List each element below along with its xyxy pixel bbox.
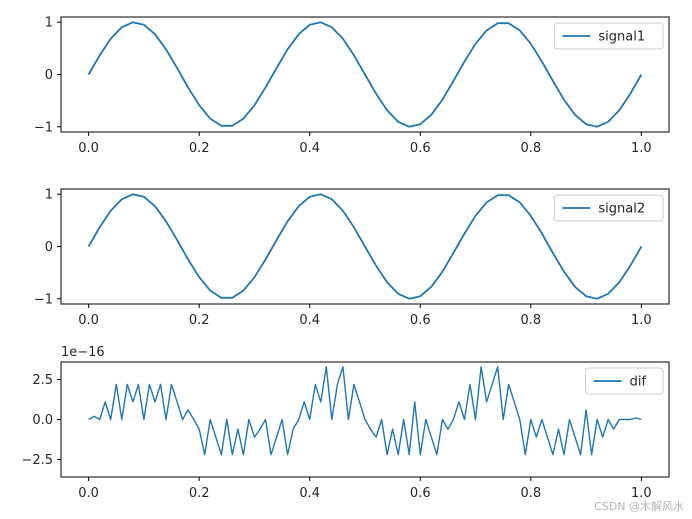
- legend-label: signal1: [598, 30, 645, 45]
- x-tick-label: 1.0: [631, 313, 652, 328]
- y-tick-label: 0: [45, 240, 53, 255]
- legend-box: [553, 22, 664, 50]
- y-offset-label: 1e−16: [61, 345, 105, 360]
- watermark-text: CSDN @木解风水: [594, 500, 684, 513]
- y-tick-label: −1: [34, 292, 53, 307]
- y-tick-label: 1: [45, 188, 53, 203]
- series-line-dif: [88, 366, 642, 456]
- x-tick-label: 0.6: [410, 486, 431, 501]
- x-tick-label: 0.6: [410, 313, 431, 328]
- x-tick-label: 1.0: [631, 486, 652, 501]
- subplot-3: 0.0 0.2 0.4 0.6 0.8 1.0 −2.5 0.0 2.5 1e−16 dif: [21, 345, 670, 501]
- y-tick-label: 0.0: [32, 413, 53, 428]
- x-tick-label: 0.8: [520, 141, 541, 156]
- x-tick-label: 0.4: [299, 141, 320, 156]
- subplot-1: 0.0 0.2 0.4 0.6 0.8 1.0 −1 0 1 signal1: [34, 16, 670, 156]
- series-line-signal1: [87, 21, 643, 128]
- legend-box: [553, 194, 664, 222]
- x-tick-label: 0.4: [299, 313, 320, 328]
- x-tick-label: 0.0: [78, 486, 99, 501]
- x-tick-label: 0.2: [189, 313, 210, 328]
- subplot-2: 0.0 0.2 0.4 0.6 0.8 1.0 −1 0 1 signal2: [34, 188, 670, 328]
- legend-box: [585, 367, 664, 395]
- y-tick-label: 0: [45, 68, 53, 83]
- legend-label: dif: [630, 375, 647, 390]
- x-tick-label: 0.0: [78, 141, 99, 156]
- y-tick-label: 2.5: [32, 373, 53, 388]
- x-tick-label: 0.0: [78, 313, 99, 328]
- x-tick-label: 0.2: [189, 141, 210, 156]
- x-tick-label: 0.8: [520, 313, 541, 328]
- x-tick-label: 1.0: [631, 141, 652, 156]
- y-tick-label: −2.5: [21, 453, 53, 468]
- x-tick-label: 0.8: [520, 486, 541, 501]
- x-tick-label: 0.2: [189, 486, 210, 501]
- y-tick-label: 1: [45, 16, 53, 31]
- legend-label: signal2: [598, 202, 645, 217]
- y-tick-label: −1: [34, 120, 53, 135]
- x-tick-label: 0.4: [299, 486, 320, 501]
- x-tick-label: 0.6: [410, 141, 431, 156]
- series-line-signal2: [87, 193, 643, 300]
